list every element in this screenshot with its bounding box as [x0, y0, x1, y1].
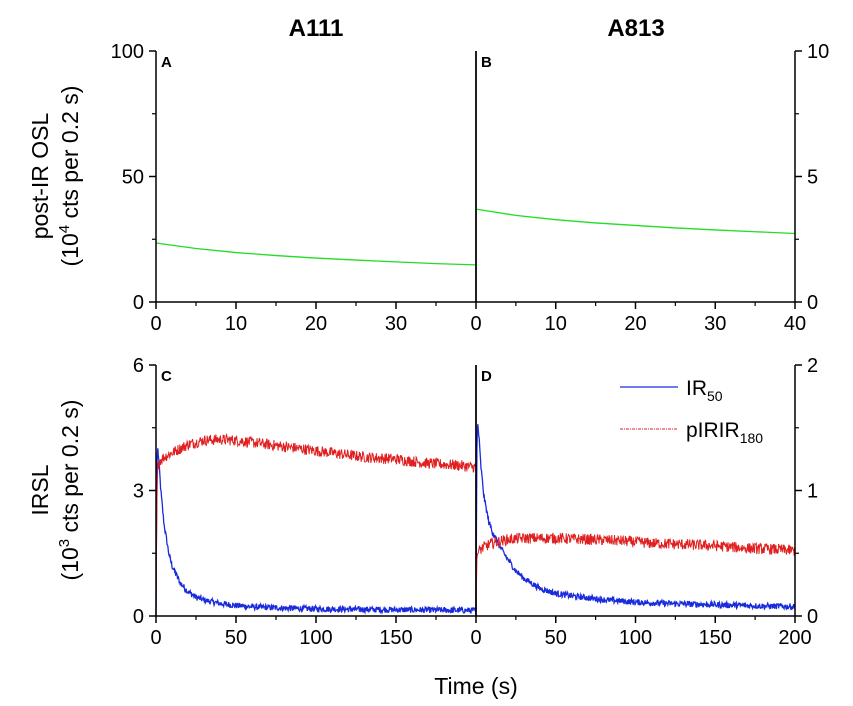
bottom-ylabel-line2: (103 cts per 0.2 s): [56, 400, 83, 581]
x-tick-label-a-20: 20: [305, 313, 327, 335]
y-tick-label-b-0: 0: [807, 292, 818, 314]
y-tick-label-d-1: 1: [807, 481, 818, 503]
y-tick-label-c-6: 6: [133, 355, 144, 377]
y-tick-label-d-0: 0: [807, 606, 818, 628]
x-tick-label-a-10: 10: [225, 313, 247, 335]
top-ylabel-pre: (10: [57, 233, 83, 266]
legend-label-subscript: 50: [707, 388, 723, 404]
x-tick-label-d-200: 200: [778, 627, 811, 649]
legend-label-subscript: 180: [740, 430, 764, 446]
panel-letter-a: A: [161, 54, 172, 71]
panel-letter-d: D: [481, 368, 492, 385]
series-line-d-ir50: [475, 424, 796, 617]
series-line-c-pirir180: [155, 432, 477, 617]
y-tick-label-d-2: 2: [807, 355, 818, 377]
bottom-ylabel-sup: 3: [56, 539, 73, 547]
x-tick-label-c-50: 50: [225, 627, 247, 649]
legend-label-ir50: IR50: [686, 377, 723, 404]
series-line-d-pirir180: [475, 532, 796, 617]
bottom-ylabel-post: cts per 0.2 s): [57, 400, 83, 539]
x-tick-label-b-10: 10: [545, 313, 567, 335]
bottom-ylabel-pre: (10: [57, 547, 83, 580]
column-title-a111: A111: [289, 15, 344, 42]
x-tick-label-c-100: 100: [299, 627, 332, 649]
top-ylabel-line1: post-IR OSL: [27, 113, 53, 240]
y-tick-label-b-10: 10: [807, 41, 829, 63]
x-tick-label-a-30: 30: [385, 313, 407, 335]
x-tick-label-a-0: 0: [150, 313, 161, 335]
top-ylabel-post: cts per 0.2 s): [57, 86, 83, 225]
x-tick-label-d-0: 0: [470, 627, 481, 649]
x-axis-title: Time (s): [434, 673, 517, 699]
legend-label-pirir180: pIRIR180: [686, 419, 763, 446]
x-tick-label-b-30: 30: [704, 313, 726, 335]
series-line-a-signal: [155, 242, 477, 266]
x-tick-label-d-150: 150: [699, 627, 732, 649]
x-tick-label-d-50: 50: [545, 627, 567, 649]
y-tick-label-b-5: 5: [807, 167, 818, 189]
y-tick-label-c-0: 0: [133, 606, 144, 628]
x-tick-label-b-20: 20: [624, 313, 646, 335]
y-tick-label-c-3: 3: [133, 481, 144, 503]
x-tick-label-c-150: 150: [379, 627, 412, 649]
legend-label-main: IR: [686, 377, 707, 400]
panel-letter-c: C: [161, 368, 172, 385]
column-title-a813: A813: [607, 15, 664, 42]
x-tick-label-b-40: 40: [784, 313, 806, 335]
series-line-b-signal: [475, 208, 796, 235]
x-tick-label-b-0: 0: [470, 313, 481, 335]
y-tick-label-a-100: 100: [111, 41, 144, 63]
x-tick-label-d-100: 100: [619, 627, 652, 649]
y-tick-label-a-50: 50: [122, 167, 144, 189]
y-tick-label-a-0: 0: [133, 292, 144, 314]
series-line-c-ir50: [155, 448, 477, 617]
x-tick-label-c-0: 0: [150, 627, 161, 649]
legend-label-main: pIRIR: [686, 419, 740, 442]
top-ylabel-sup: 4: [56, 225, 73, 233]
top-ylabel-line2: (104 cts per 0.2 s): [56, 86, 83, 267]
bottom-ylabel-line1: IRSL: [27, 464, 53, 515]
panel-letter-b: B: [481, 54, 492, 71]
